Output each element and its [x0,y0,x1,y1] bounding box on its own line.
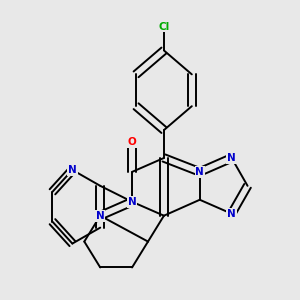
Text: N: N [195,167,204,177]
Text: N: N [96,211,105,221]
Text: N: N [68,165,77,175]
Text: N: N [227,153,236,163]
Text: N: N [128,197,136,207]
Text: O: O [128,137,136,147]
Text: Cl: Cl [158,22,169,32]
Text: N: N [227,209,236,219]
